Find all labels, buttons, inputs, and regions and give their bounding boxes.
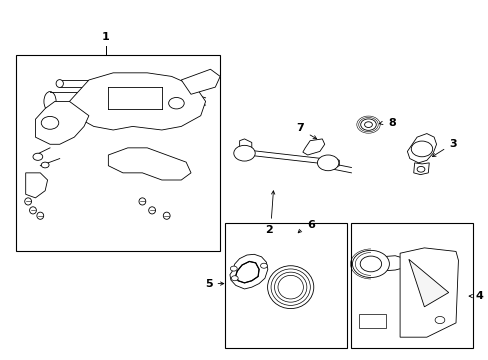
Ellipse shape <box>25 198 31 205</box>
Bar <box>224 223 346 348</box>
Text: 8: 8 <box>387 118 395 128</box>
Polygon shape <box>108 148 191 180</box>
Polygon shape <box>302 139 324 155</box>
Circle shape <box>231 276 238 281</box>
Circle shape <box>233 145 255 161</box>
Polygon shape <box>358 256 404 271</box>
Text: 4: 4 <box>474 291 482 301</box>
Polygon shape <box>407 134 436 163</box>
Circle shape <box>260 263 267 268</box>
Circle shape <box>410 141 432 157</box>
Circle shape <box>360 119 375 130</box>
Ellipse shape <box>277 275 303 299</box>
Circle shape <box>352 250 388 278</box>
Circle shape <box>33 153 42 160</box>
Circle shape <box>364 122 372 127</box>
Polygon shape <box>239 139 251 150</box>
Polygon shape <box>413 163 428 175</box>
Ellipse shape <box>44 91 56 111</box>
Circle shape <box>230 266 237 271</box>
Polygon shape <box>399 248 458 337</box>
Text: 7: 7 <box>296 123 304 133</box>
Ellipse shape <box>267 266 313 309</box>
Polygon shape <box>26 173 47 198</box>
Text: 3: 3 <box>449 139 456 149</box>
Polygon shape <box>35 102 89 144</box>
Bar <box>16 55 220 251</box>
Circle shape <box>41 162 49 168</box>
Circle shape <box>416 166 424 172</box>
Bar <box>358 314 385 328</box>
Circle shape <box>168 98 184 109</box>
Text: 6: 6 <box>307 220 315 230</box>
Polygon shape <box>69 73 205 130</box>
Polygon shape <box>229 254 267 289</box>
Polygon shape <box>235 261 259 283</box>
Ellipse shape <box>56 80 63 87</box>
Ellipse shape <box>30 207 36 214</box>
Ellipse shape <box>274 272 306 302</box>
Text: 2: 2 <box>264 225 272 235</box>
Text: 1: 1 <box>102 32 110 42</box>
Ellipse shape <box>139 198 145 205</box>
Ellipse shape <box>270 269 310 305</box>
Polygon shape <box>322 157 339 169</box>
Polygon shape <box>408 259 448 307</box>
Text: 5: 5 <box>205 279 212 289</box>
Circle shape <box>317 155 338 171</box>
Bar <box>351 223 472 348</box>
Circle shape <box>434 316 444 324</box>
Ellipse shape <box>148 207 155 214</box>
Circle shape <box>360 256 381 272</box>
Polygon shape <box>181 69 220 94</box>
Ellipse shape <box>37 212 43 219</box>
Ellipse shape <box>163 212 170 219</box>
Circle shape <box>41 116 59 129</box>
